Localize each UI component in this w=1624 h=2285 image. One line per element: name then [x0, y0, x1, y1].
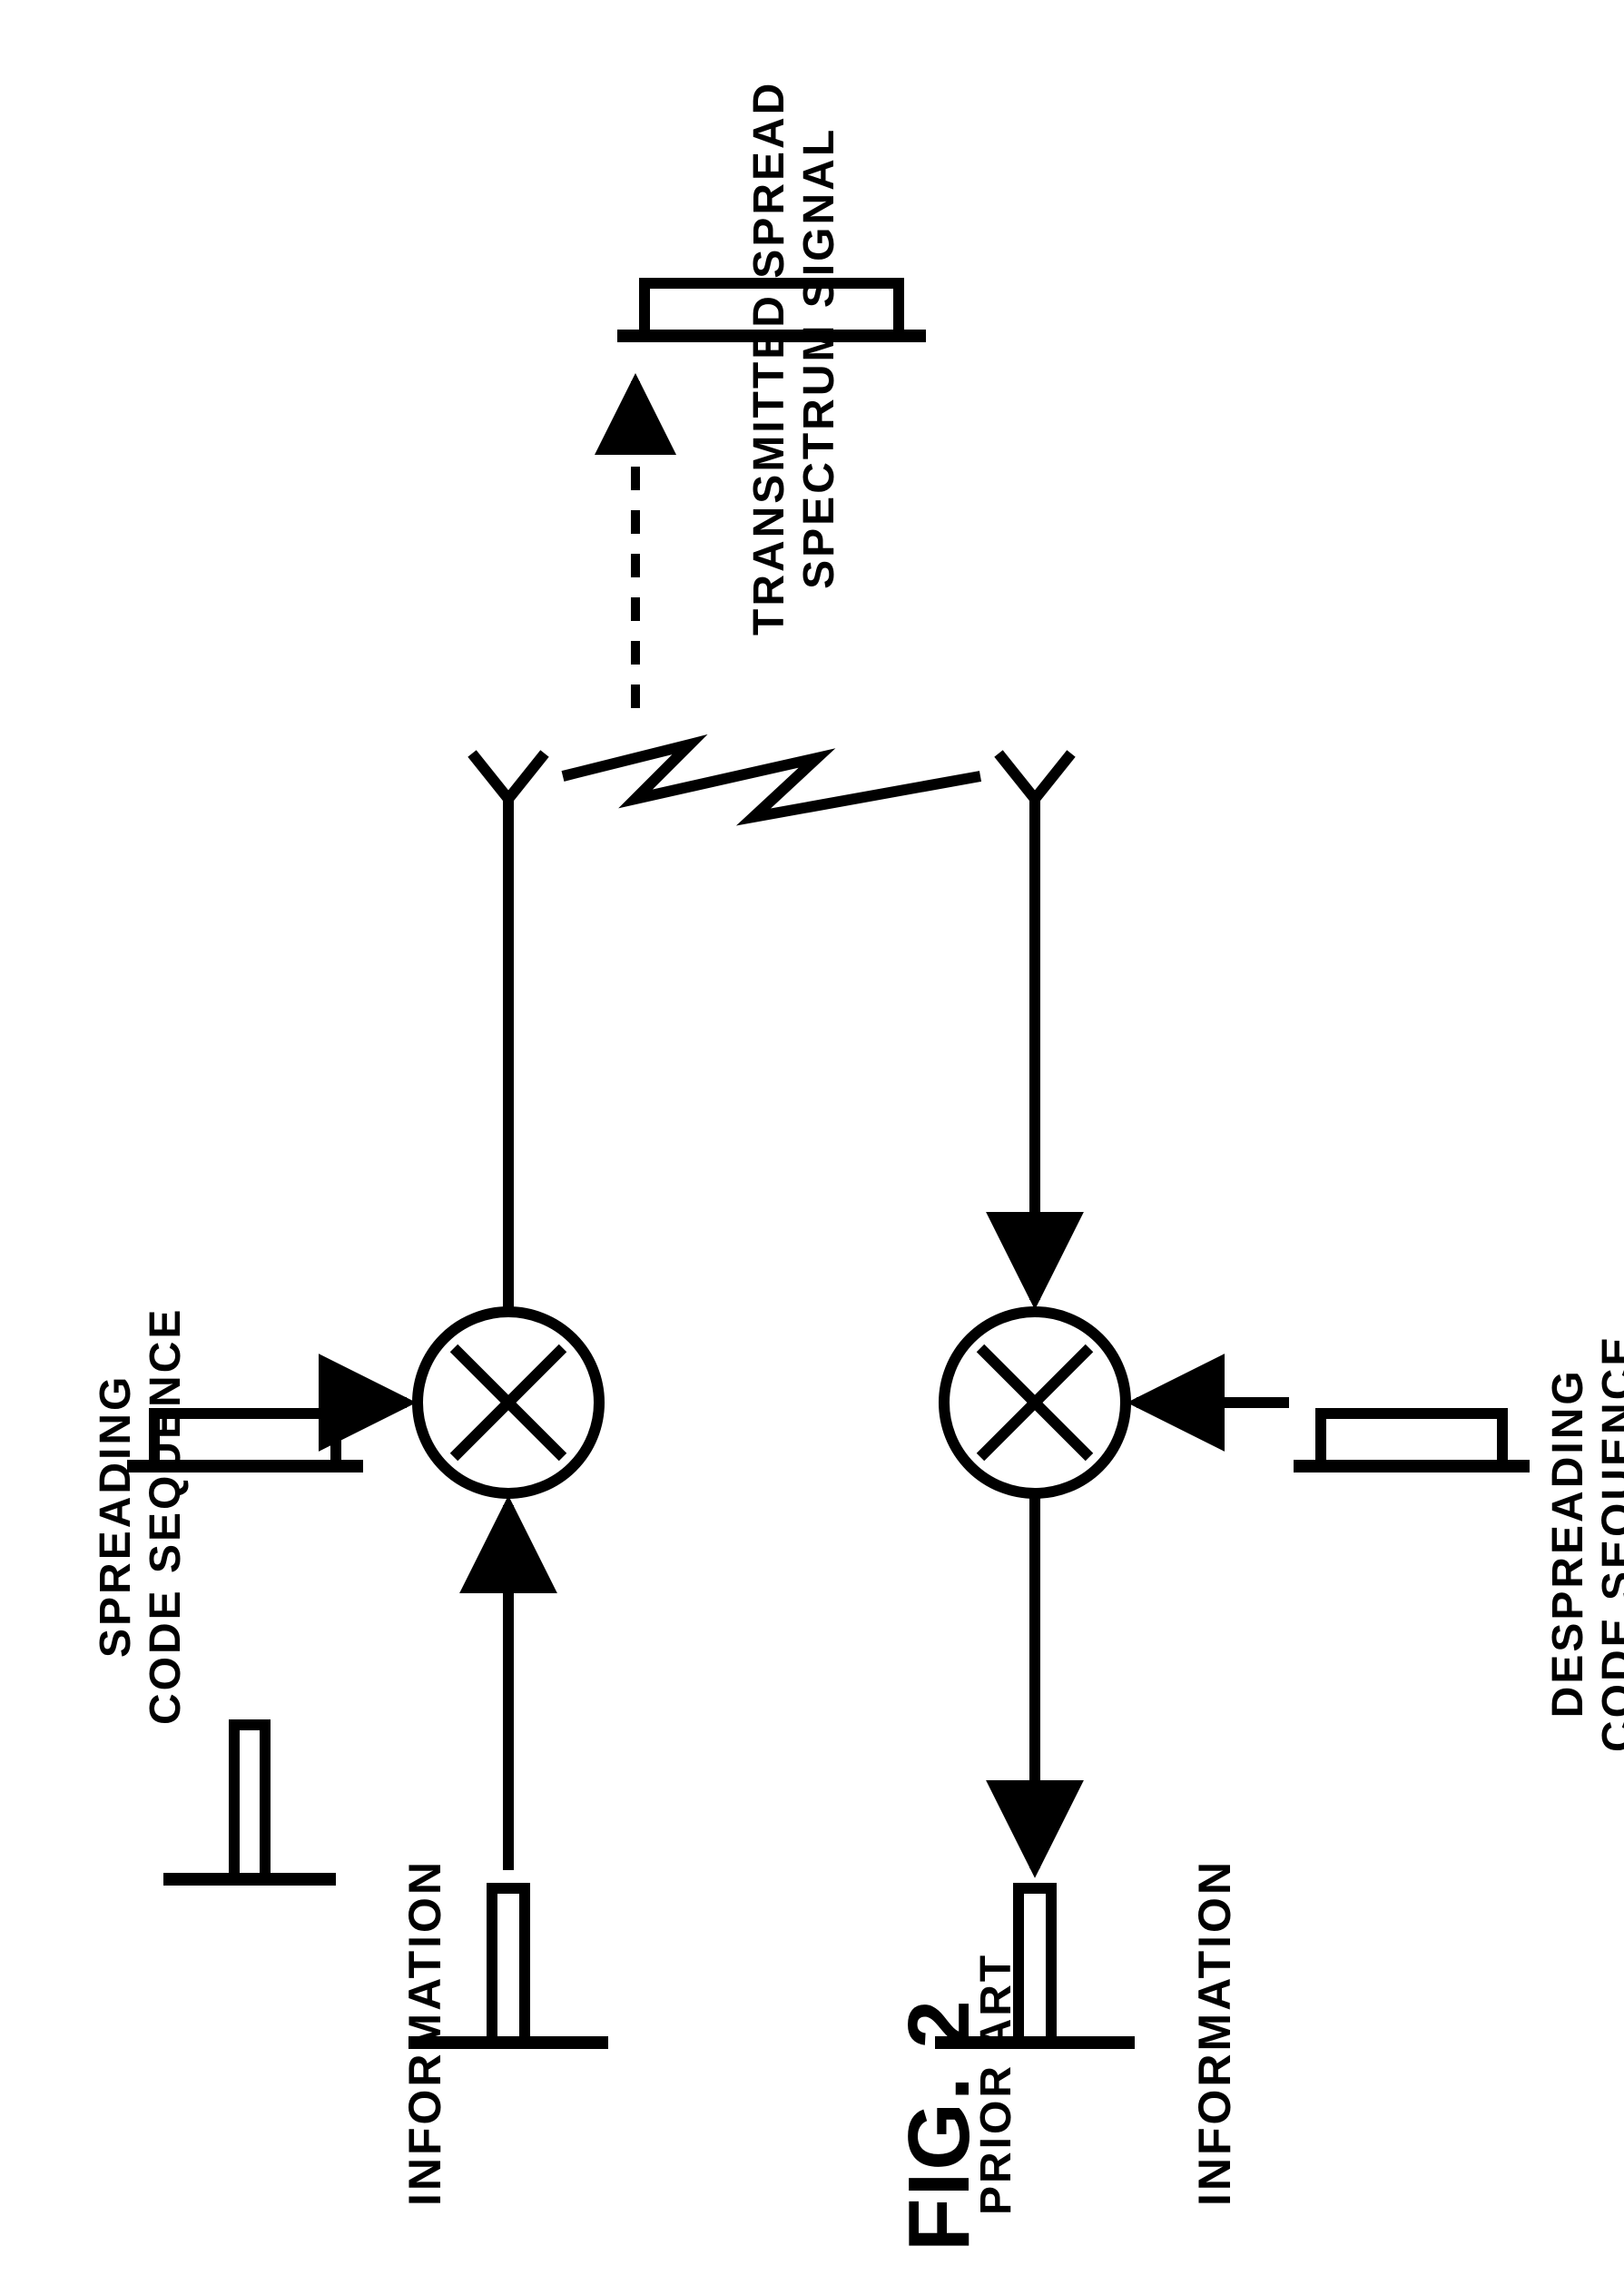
despreading-spectrum: [1294, 1413, 1530, 1466]
label-spreading: SPREADING CODE SEQUENCE: [91, 1307, 191, 1725]
figure-subtitle: PRIOR ART: [971, 1953, 1021, 2215]
rx-antenna-icon: [999, 753, 1071, 853]
label-info-in: INFORMATION: [399, 1859, 452, 2206]
rx-mixer: [944, 1312, 1126, 1493]
diagram-canvas: INFORMATION INFORMATION SPREADING CODE S…: [0, 0, 1624, 2285]
tx-antenna-icon: [472, 753, 545, 853]
label-despreading: DESPREADING CODE SEQUENCE: [1543, 1335, 1624, 1752]
label-transmitted: TRANSMITTED SPREAD SPECTRUM SIGNAL: [744, 81, 844, 635]
label-info-out: INFORMATION: [1189, 1859, 1242, 2206]
tx-mixer: [418, 1312, 599, 1493]
rf-lightning-icon: [563, 744, 980, 817]
info-in-spectrum-icon: [163, 1725, 336, 1879]
